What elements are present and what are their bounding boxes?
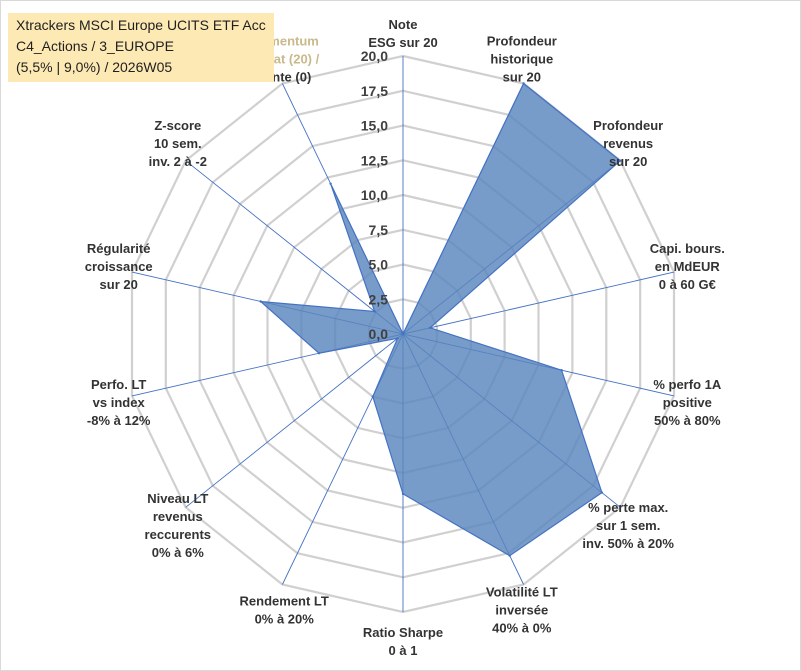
data-point <box>371 395 374 398</box>
axis-label-line: 0% à 6% <box>152 545 204 560</box>
axis-label-line: -8% à 12% <box>87 413 151 428</box>
data-point <box>600 491 604 494</box>
axis-label-line: Profondeur <box>487 33 557 48</box>
radial-tick-label: 12,5 <box>361 152 388 168</box>
axis-label-line: Profondeur <box>593 118 663 133</box>
radial-tick-label: 5,0 <box>369 257 389 273</box>
radial-tick-label: 20,0 <box>361 48 388 64</box>
axis-label-line: Niveau LT <box>147 491 208 506</box>
data-point <box>396 337 399 340</box>
axis-spoke <box>185 333 404 508</box>
axis-label-line: sur 20 <box>503 69 541 84</box>
axis-label-line: revenus <box>603 136 653 151</box>
data-point <box>619 159 622 162</box>
axis-spoke <box>185 160 404 335</box>
data-point <box>428 326 432 329</box>
data-point <box>401 332 405 336</box>
axis-label-line: sur 20 <box>609 154 647 169</box>
axis-label-line: % perte max. <box>588 500 668 515</box>
axis-spoke <box>402 271 675 335</box>
axis-label-line: sur 20 <box>100 277 138 292</box>
title-line-3: (5,5% | 9,0%) / 2026W05 <box>16 59 173 75</box>
data-point <box>259 300 262 303</box>
axis-label-line: positive <box>663 395 712 410</box>
axis-label-line: Note <box>389 17 418 32</box>
axis-label-line: revenus <box>153 509 203 524</box>
axis-label-line: inv. 50% à 20% <box>582 536 674 551</box>
radial-tick-label: 10,0 <box>361 187 388 203</box>
axis-label-line: sur 1 sem. <box>596 518 660 533</box>
axis-label-line: 50% à 80% <box>654 413 721 428</box>
data-point <box>317 352 321 355</box>
chart-title-box: Xtrackers MSCI Europe UCITS ETF Acc C4_A… <box>8 13 274 82</box>
radial-tick-label: 7,5 <box>369 222 389 238</box>
axis-label-line: Z-score <box>154 118 201 133</box>
data-point <box>329 182 332 185</box>
data-point <box>373 310 376 313</box>
data-point <box>508 554 511 557</box>
radial-tick-label: 2,5 <box>369 291 389 307</box>
data-point <box>560 369 563 372</box>
title-line-1: Xtrackers MSCI Europe UCITS ETF Acc <box>16 17 266 33</box>
axis-label-line: % perfo 1A <box>653 377 722 392</box>
axis-label-line: inv. 2 à -2 <box>149 154 207 169</box>
radial-tick-label: 0,0 <box>369 326 389 342</box>
axis-label-line: Perfo. LT <box>91 377 146 392</box>
radial-tick-label: 17,5 <box>361 83 388 99</box>
data-point <box>401 492 405 496</box>
axis-label-line: en MdEUR <box>655 259 721 274</box>
axis-label-line: ESG sur 20 <box>368 35 437 50</box>
axis-label-line: 10 sem. <box>154 136 202 151</box>
axis-label-line: Ratio Sharpe <box>363 625 443 640</box>
axis-label-line: Capi. bours. <box>650 241 725 256</box>
data-series-area <box>258 82 622 557</box>
data-point <box>522 82 525 85</box>
axis-label-line: historique <box>490 51 553 66</box>
axis-label-line: vs index <box>93 395 146 410</box>
radial-tick-label: 15,0 <box>361 118 388 134</box>
axis-label-line: croissance <box>85 259 153 274</box>
axis-label-line: 0 à 1 <box>389 643 418 658</box>
axis-label-line: 0 à 60 G€ <box>659 277 716 292</box>
axis-label-line: Régularité <box>87 241 151 256</box>
axis-label-line: reccurents <box>145 527 211 542</box>
axis-label-line: 40% à 0% <box>492 621 552 636</box>
title-line-2: C4_Actions / 3_EUROPE <box>16 38 174 54</box>
axis-label-line: inversée <box>495 603 548 618</box>
axis-label-line: 0% à 20% <box>255 612 315 627</box>
axis-label-line: Volatilité LT <box>486 585 558 600</box>
axis-label-line: Rendement LT <box>240 594 329 609</box>
